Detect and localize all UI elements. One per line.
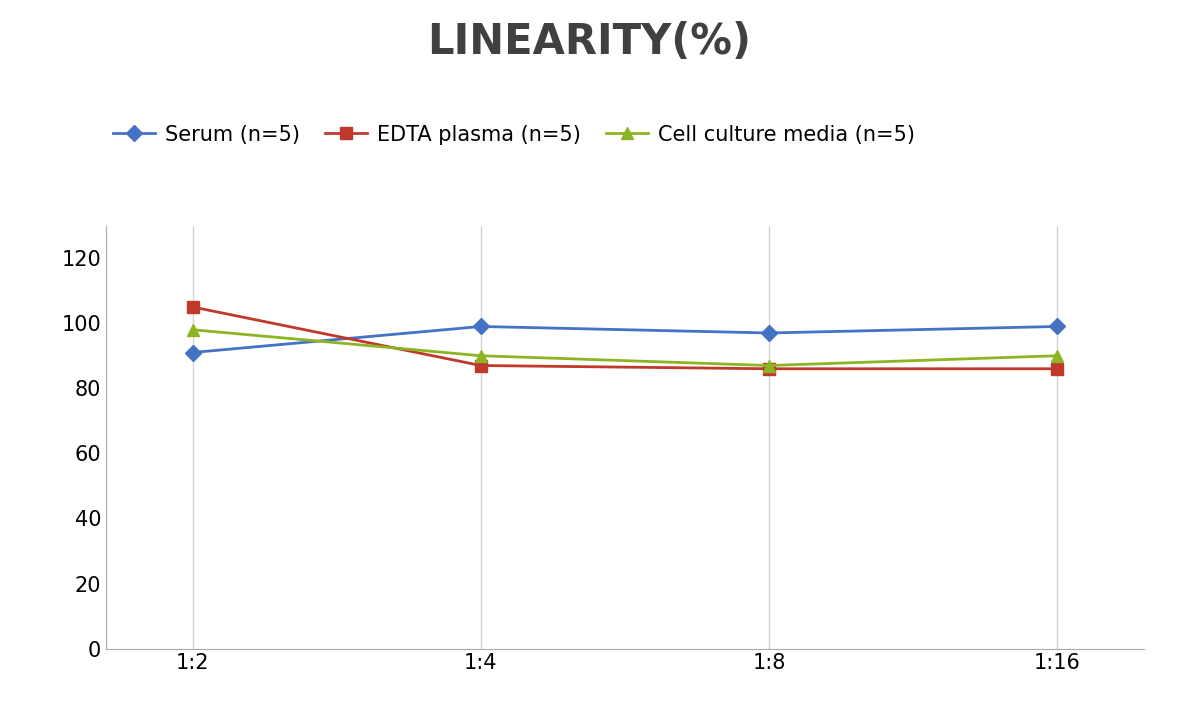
Legend: Serum (n=5), EDTA plasma (n=5), Cell culture media (n=5): Serum (n=5), EDTA plasma (n=5), Cell cul… xyxy=(105,116,923,153)
Text: LINEARITY(%): LINEARITY(%) xyxy=(428,21,751,63)
